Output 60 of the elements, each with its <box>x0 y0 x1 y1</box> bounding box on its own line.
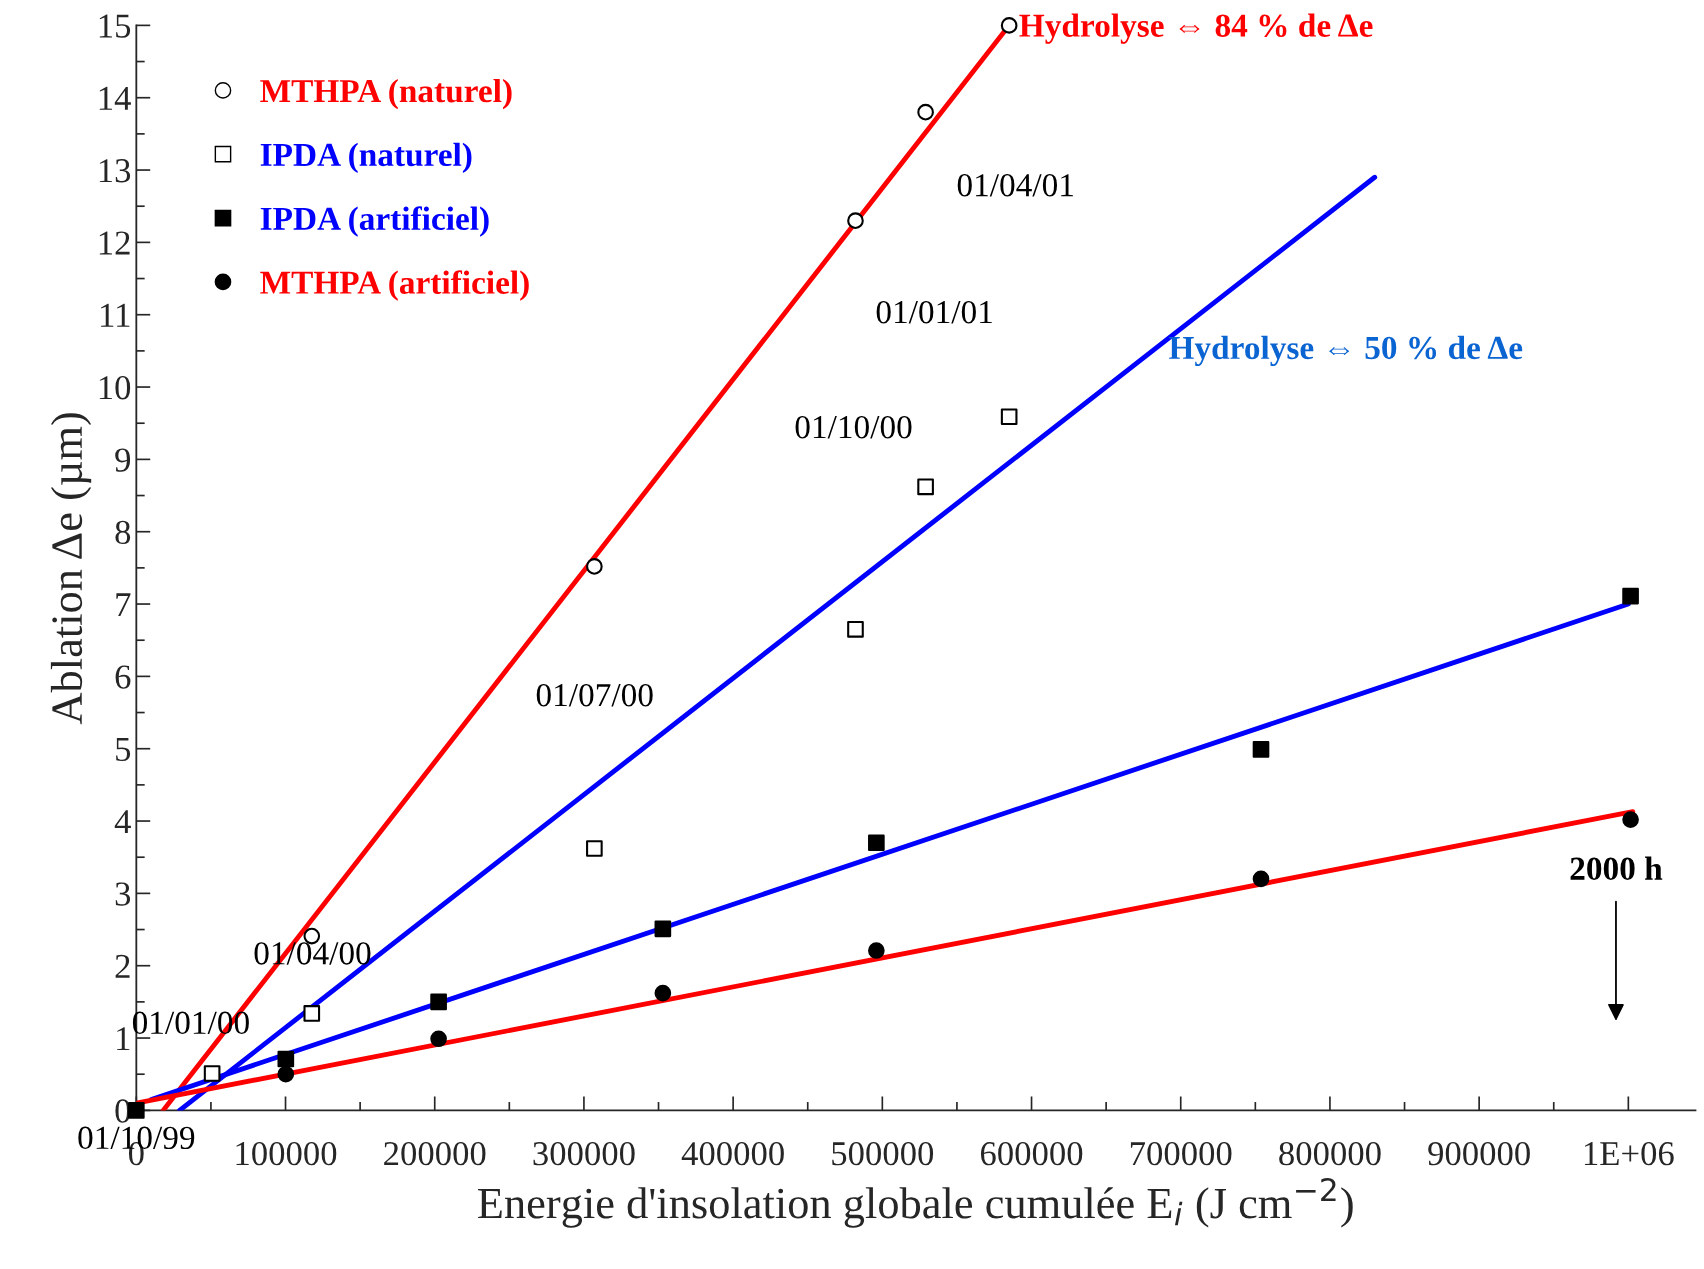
y-tick-label: 11 <box>101 303 130 327</box>
y-tick-label: 13 <box>99 159 131 183</box>
y-tick-label: 1 <box>117 1027 130 1051</box>
point <box>586 558 603 575</box>
point <box>654 984 672 1002</box>
annotation: 2000 h <box>1570 856 1663 881</box>
point <box>917 478 934 496</box>
y-tick-label: 7 <box>116 593 131 617</box>
x-tick-label: 800000 <box>1279 1141 1381 1166</box>
point <box>654 920 672 938</box>
point <box>1622 811 1639 828</box>
x-axis-title: Energie d'insolation globale cumulée E$_{i}$ (J cm$^{−2}$) <box>478 1177 1353 1228</box>
point <box>586 840 603 857</box>
legend-label: IPDA (naturel) <box>260 142 472 173</box>
y-tick-label: 14 <box>99 86 131 110</box>
x-tick-label: 300000 <box>533 1141 635 1166</box>
point <box>277 1065 295 1083</box>
x-tick-label: 1E+06 <box>1584 1141 1674 1166</box>
point <box>303 1005 321 1022</box>
point <box>847 621 864 638</box>
point <box>868 834 885 852</box>
legend-label: MTHPA (artificiel) <box>260 270 529 301</box>
point <box>1252 870 1270 888</box>
y-tick-label: 9 <box>115 448 131 472</box>
x-tick-label: 500000 <box>832 1141 934 1166</box>
x-tick-label: 600000 <box>980 1141 1083 1166</box>
point <box>1000 17 1018 34</box>
y-tick-label: 10 <box>99 376 131 400</box>
annotation: 01/04/01 <box>957 173 1073 197</box>
y-tick-label: 2 <box>115 954 130 978</box>
point <box>1252 741 1270 758</box>
annotation: 01/01/01 <box>876 300 992 324</box>
point <box>1622 587 1639 605</box>
y-tick-label: 3 <box>115 882 131 906</box>
legend-label: MTHPA (naturel) <box>260 78 512 110</box>
y-tick-label: 12 <box>99 231 130 255</box>
x-tick-label: 900000 <box>1428 1141 1530 1166</box>
point <box>277 1050 295 1068</box>
x-tick-label: 100000 <box>236 1141 337 1166</box>
annotation: Hydrolyse ⇔ 50 % de Δe <box>1169 335 1523 367</box>
annotation: Hydrolyse ⇔ 84 % de Δe <box>1019 13 1373 44</box>
point <box>1000 408 1018 426</box>
annotation: 01/10/00 <box>795 415 912 439</box>
x-tick-label: 700000 <box>1130 1141 1232 1166</box>
x-tick-label: 400000 <box>681 1141 784 1166</box>
y-tick-label: 4 <box>114 810 131 834</box>
point <box>203 1065 221 1082</box>
annotation: 01/07/00 <box>536 683 653 707</box>
y-axis-title: Ablation Δe (µm) <box>50 413 92 725</box>
y-tick-label: 6 <box>115 665 131 689</box>
point <box>868 942 885 959</box>
point <box>847 212 864 229</box>
point <box>430 1030 447 1048</box>
point <box>430 993 447 1011</box>
y-tick-label: 5 <box>116 738 131 762</box>
x-tick-label: 200000 <box>384 1141 486 1166</box>
legend-label: IPDA (artificiel) <box>260 206 489 237</box>
point <box>917 103 934 121</box>
y-tick-label: 15 <box>99 14 131 38</box>
y-tick-label: 8 <box>115 520 131 545</box>
